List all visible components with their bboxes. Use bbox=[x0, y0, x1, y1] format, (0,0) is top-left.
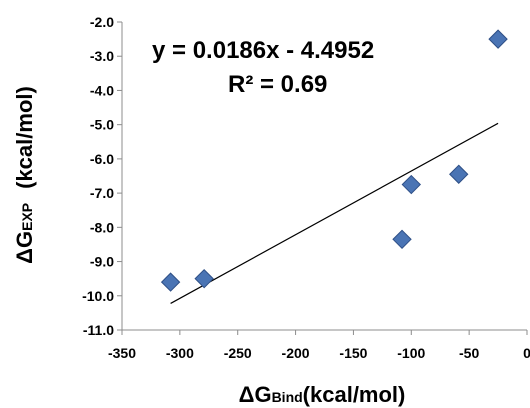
data-point bbox=[489, 30, 507, 48]
x-tick-label: -350 bbox=[108, 345, 136, 361]
x-tick-label: -100 bbox=[397, 345, 425, 361]
y-tick-label: -5.0 bbox=[90, 117, 114, 133]
x-axis-title: ΔGBind(kcal/mol) bbox=[239, 382, 406, 407]
y-axis-title-prefix: ΔG bbox=[12, 231, 37, 264]
data-point bbox=[450, 165, 468, 183]
y-tick-label: -8.0 bbox=[90, 219, 114, 235]
x-tick-label: -200 bbox=[282, 345, 310, 361]
y-tick-label: -3.0 bbox=[90, 48, 114, 64]
y-axis-title: ΔGEXP (kcal/mol) bbox=[12, 86, 37, 264]
y-axis-title-sub: EXP bbox=[19, 203, 35, 231]
x-axis-title-sub: Bind bbox=[272, 389, 303, 405]
y-tick-label: -11.0 bbox=[83, 322, 114, 338]
y-tick-label: -10.0 bbox=[82, 288, 114, 304]
y-axis-title-suffix: (kcal/mol) bbox=[12, 86, 37, 189]
trendline-group bbox=[171, 123, 498, 303]
y-tick-label: -4.0 bbox=[90, 82, 114, 98]
x-tick-label: -300 bbox=[166, 345, 194, 361]
data-point bbox=[162, 273, 180, 291]
r-squared-label: R² = 0.69 bbox=[228, 71, 327, 98]
y-tick-label: -6.0 bbox=[90, 151, 114, 167]
data-point bbox=[402, 176, 420, 194]
x-tick-label: -250 bbox=[224, 345, 252, 361]
trendline bbox=[171, 123, 498, 303]
y-tick-label: -9.0 bbox=[90, 254, 114, 270]
x-tick-label: -150 bbox=[339, 345, 367, 361]
data-points bbox=[162, 30, 507, 291]
x-tick-label: 0 bbox=[523, 345, 530, 361]
y-tick-label: -2.0 bbox=[90, 14, 114, 30]
x-axis-title-prefix: ΔG bbox=[239, 382, 272, 407]
y-tick-label: -7.0 bbox=[90, 185, 114, 201]
x-ticks: -350 -300 -250 -200 -150 -100 -50 0 bbox=[108, 330, 530, 361]
x-tick-label: -50 bbox=[459, 345, 479, 361]
data-point bbox=[393, 230, 411, 248]
y-ticks: -2.0 -3.0 -4.0 -5.0 -6.0 -7.0 -8.0 -9.0 -10.0 -11… bbox=[82, 14, 122, 338]
x-axis-title-suffix: (kcal/mol) bbox=[303, 382, 406, 407]
data-point bbox=[195, 270, 213, 288]
regression-equation: y = 0.0186x - 4.4952 bbox=[152, 37, 374, 64]
